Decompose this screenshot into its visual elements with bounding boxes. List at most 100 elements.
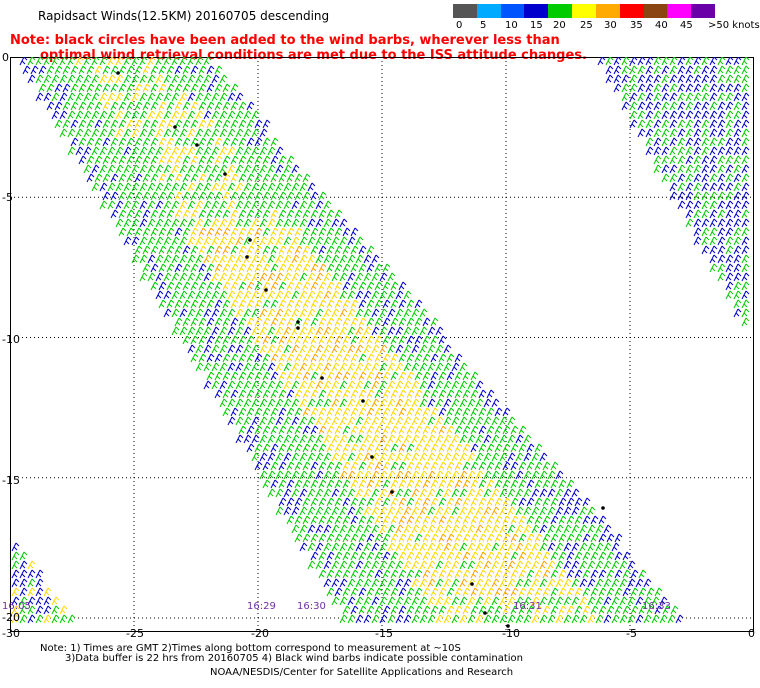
wind-barb	[427, 470, 436, 480]
wind-barb	[99, 146, 108, 156]
wind-barb	[366, 425, 375, 435]
wind-barb	[531, 452, 540, 462]
wind-barb	[419, 326, 428, 336]
wind-barb	[395, 380, 404, 390]
wind-barb	[366, 461, 375, 471]
wind-barb	[326, 461, 335, 471]
wind-barb	[613, 65, 622, 75]
wind-barb	[363, 344, 372, 354]
wind-barb	[83, 110, 92, 120]
wind-barb	[150, 191, 159, 201]
wind-barb	[270, 137, 279, 147]
wind-barb	[571, 596, 580, 606]
wind-barb	[507, 452, 516, 462]
wind-barb	[166, 227, 175, 237]
wind-barb	[741, 74, 750, 84]
wind-barb	[661, 92, 670, 102]
wind-barb	[422, 605, 431, 615]
wind-barb	[701, 101, 710, 111]
wind-barb	[350, 461, 359, 471]
wind-barb	[86, 101, 95, 111]
wind-barb	[158, 65, 167, 75]
wind-barb	[323, 452, 332, 462]
wind-barb	[331, 398, 340, 408]
wind-barb	[566, 479, 575, 489]
wind-barb	[733, 218, 742, 228]
wind-barb	[267, 416, 276, 426]
wind-barb	[259, 452, 268, 462]
wind-barb	[142, 155, 151, 165]
wind-barb	[510, 425, 519, 435]
wind-barb	[339, 470, 348, 480]
wind-barb	[725, 92, 734, 102]
wind-barb	[334, 569, 343, 579]
wind-barb	[709, 227, 718, 237]
wind-barb	[363, 560, 372, 570]
wind-barb	[630, 587, 639, 597]
wind-barb	[358, 353, 367, 363]
wind-barb	[150, 119, 159, 129]
wind-barb	[621, 65, 630, 75]
wind-barb	[163, 218, 172, 228]
wind-barb	[653, 101, 662, 111]
wind-barb	[278, 155, 287, 165]
wind-barb	[182, 101, 191, 111]
wind-barb	[685, 155, 694, 165]
wind-barb	[363, 434, 372, 444]
wind-barb	[259, 398, 268, 408]
wind-barb	[227, 182, 236, 192]
wind-barb	[38, 83, 47, 93]
wind-barb	[94, 137, 103, 147]
wind-barb	[374, 353, 383, 363]
wind-barb	[395, 614, 404, 624]
wind-barb	[539, 470, 548, 480]
wind-barb	[275, 416, 284, 426]
wind-barb	[406, 497, 415, 507]
wind-barb	[203, 128, 212, 138]
wind-barb	[358, 551, 367, 561]
wind-barb	[326, 371, 335, 381]
wind-barb	[387, 344, 396, 354]
wind-barb	[725, 290, 734, 300]
wind-barb	[166, 101, 175, 111]
wind-barb	[222, 317, 231, 327]
wind-barb	[286, 335, 295, 345]
wind-barb	[374, 479, 383, 489]
wind-barb	[582, 515, 591, 525]
wind-barb	[342, 551, 351, 561]
wind-barb	[677, 65, 686, 75]
wind-barb	[163, 92, 172, 102]
wind-barb	[379, 416, 388, 426]
wind-barb	[155, 128, 164, 138]
wind-barb	[251, 200, 260, 210]
wind-barb	[302, 245, 311, 255]
wind-barb	[438, 497, 447, 507]
wind-barb	[78, 119, 87, 129]
wind-barb	[318, 353, 327, 363]
wind-barb	[283, 290, 292, 300]
wind-barb	[171, 74, 180, 84]
wind-barb	[323, 344, 332, 354]
wind-barb	[605, 65, 614, 75]
wind-barb	[310, 407, 319, 417]
wind-barb	[270, 443, 279, 453]
wind-barb	[246, 191, 255, 201]
wind-barb	[725, 164, 734, 174]
wind-barb	[717, 164, 726, 174]
wind-barb	[406, 569, 415, 579]
wind-barb	[118, 83, 127, 93]
wind-barb	[203, 218, 212, 228]
wind-barb	[395, 470, 404, 480]
wind-barb	[211, 110, 220, 120]
wind-barb	[446, 479, 455, 489]
wind-barb	[518, 461, 527, 471]
wind-barb	[22, 65, 31, 75]
wind-barb	[371, 290, 380, 300]
wind-barb	[214, 317, 223, 327]
wind-barb	[587, 578, 596, 588]
wind-barb	[555, 542, 564, 552]
wind-barb	[523, 542, 532, 552]
wind-barb	[91, 146, 100, 156]
wind-barb	[283, 308, 292, 318]
wind-barb	[227, 200, 236, 210]
